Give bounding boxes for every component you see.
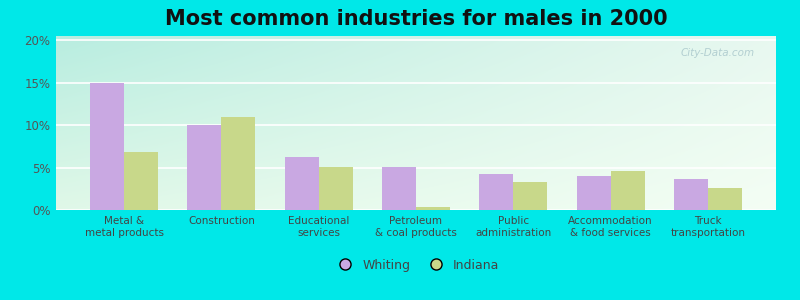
Legend: Whiting, Indiana: Whiting, Indiana	[327, 254, 505, 277]
Bar	[318, 167, 353, 210]
Bar	[90, 83, 124, 210]
Bar	[610, 171, 645, 210]
Bar	[577, 176, 610, 210]
Bar	[708, 188, 742, 210]
Bar	[479, 174, 514, 210]
Bar	[514, 182, 547, 210]
Bar	[285, 158, 318, 210]
Text: City-Data.com: City-Data.com	[680, 48, 754, 58]
Bar	[416, 208, 450, 210]
Bar	[674, 179, 708, 210]
Bar	[187, 125, 222, 210]
Bar	[382, 167, 416, 210]
Bar	[124, 152, 158, 210]
Bar	[222, 117, 255, 210]
Title: Most common industries for males in 2000: Most common industries for males in 2000	[165, 9, 667, 29]
